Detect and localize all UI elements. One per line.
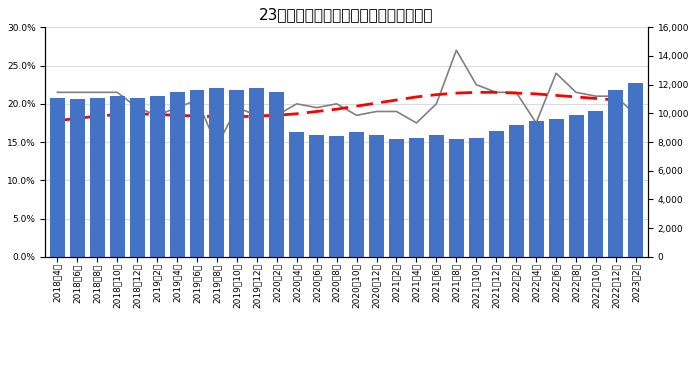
Bar (269, 92, 284, 257)
Bar (230, 90, 244, 257)
Title: 23区のマンションの在庫数と在庫回転率: 23区のマンションの在庫数と在庫回転率 (260, 7, 434, 22)
Bar (589, 110, 603, 257)
Bar (529, 121, 544, 257)
Bar (110, 96, 125, 257)
Bar (349, 132, 364, 257)
Bar (129, 98, 145, 257)
Bar (329, 137, 344, 257)
Bar (409, 138, 424, 257)
Bar (90, 98, 105, 257)
Bar (449, 139, 464, 257)
Bar (50, 98, 65, 257)
Bar (429, 135, 444, 257)
Bar (489, 131, 504, 257)
Bar (150, 96, 164, 257)
Bar (70, 99, 85, 257)
Bar (170, 92, 184, 257)
Bar (290, 132, 304, 257)
Bar (548, 119, 564, 257)
Bar (309, 135, 324, 257)
Bar (569, 115, 583, 257)
Bar (209, 88, 224, 257)
Bar (469, 138, 484, 257)
Bar (509, 125, 523, 257)
Bar (249, 88, 264, 257)
Bar (628, 83, 643, 257)
Bar (189, 90, 205, 257)
Bar (608, 90, 624, 257)
Bar (389, 139, 404, 257)
Bar (369, 135, 384, 257)
